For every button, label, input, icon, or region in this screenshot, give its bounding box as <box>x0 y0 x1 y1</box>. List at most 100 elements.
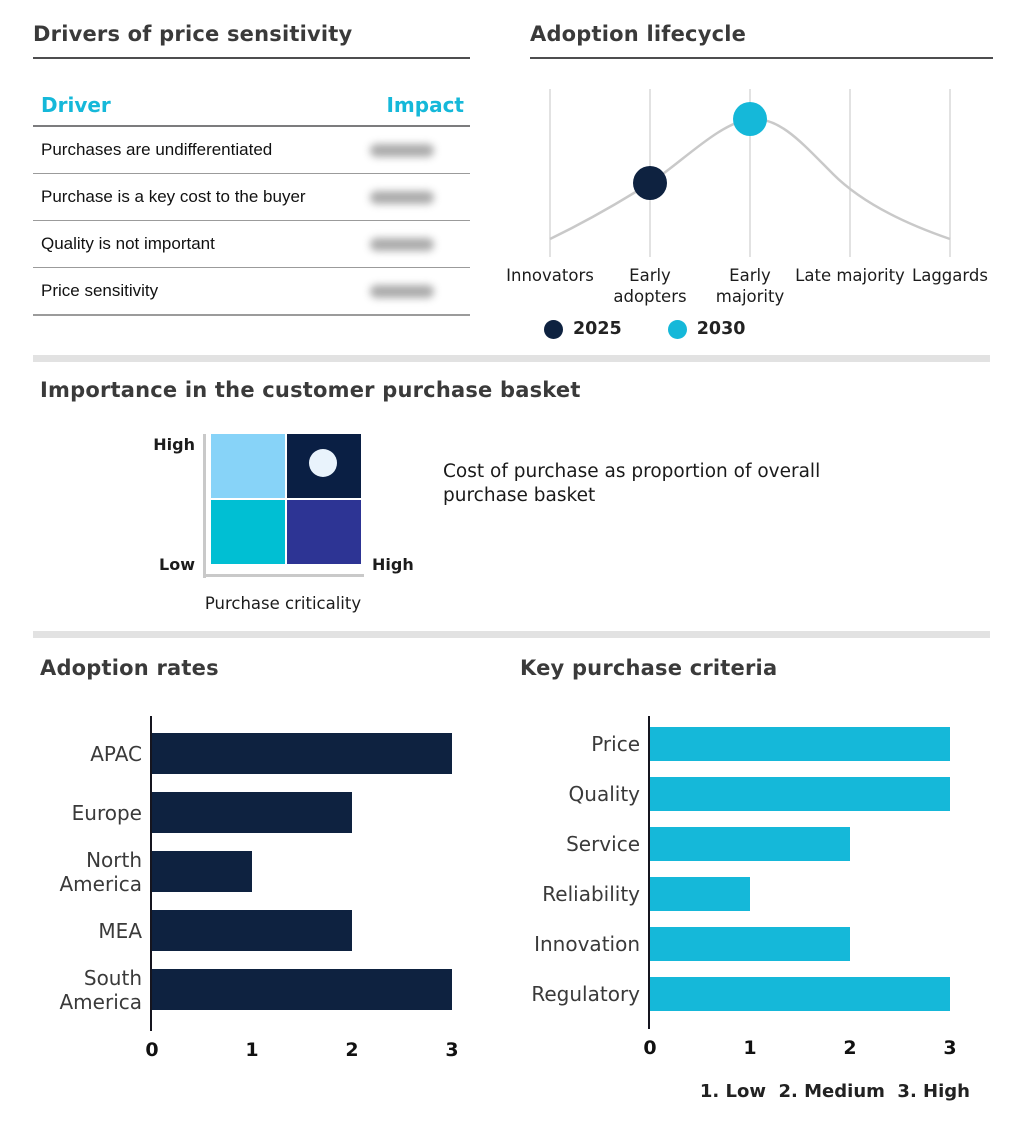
impact-value-redacted <box>370 284 434 298</box>
column-header-impact: Impact <box>386 93 464 117</box>
category-label: Service <box>566 832 640 856</box>
legend-item: 2030 <box>667 319 746 339</box>
bar-price <box>650 727 950 761</box>
category-label: APAC <box>90 741 142 766</box>
purchase-criteria-panel: Key purchase criteria Price Quality Servic… <box>520 656 972 1102</box>
table-row: Quality is not important <box>33 221 470 268</box>
driver-cell: Price sensitivity <box>41 281 159 300</box>
impact-value-redacted <box>370 190 434 204</box>
category-label: South America <box>59 965 143 1014</box>
x-axis-ticks: 0 1 2 3 <box>145 1031 480 1065</box>
lifecycle-title: Adoption lifecycle <box>530 22 747 46</box>
x-axis-high-label: High <box>372 555 414 574</box>
bar-innovation <box>650 927 850 961</box>
bars-area <box>648 716 972 1029</box>
tick-label: 2 <box>345 1039 359 1061</box>
purchase-criteria-title: Key purchase criteria <box>520 656 778 680</box>
matrix-x-axis-title: Purchase criticality <box>204 594 362 613</box>
table-row: Price sensitivity <box>33 268 470 316</box>
adoption-rates-panel: Adoption rates APAC Europe North America ME… <box>40 656 480 1065</box>
impact-value-redacted <box>370 143 434 157</box>
bar-row <box>650 919 972 969</box>
bar-service <box>650 827 850 861</box>
legend-dot-icon <box>667 319 687 339</box>
quadrant-bottom-left <box>211 500 285 564</box>
title-rule <box>530 57 993 59</box>
bar-row <box>650 719 972 769</box>
bar-north-america <box>152 851 252 892</box>
lifecycle-legend: 2025 2030 <box>544 319 993 339</box>
drivers-title: Drivers of price sensitivity <box>33 22 353 46</box>
category-label: Europe <box>71 800 142 825</box>
lifecycle-panel: Adoption lifecycle Innovators Early adopt… <box>506 22 993 339</box>
lifecycle-chart: Innovators Early adopters Early majority La… <box>506 87 993 306</box>
quadrant-top-left <box>211 434 285 498</box>
matrix-marker-dot <box>309 449 337 477</box>
driver-cell: Purchases are undifferentiated <box>41 140 273 159</box>
x-axis-ticks: 0 1 2 3 <box>643 1029 972 1063</box>
legend-label: 2025 <box>573 319 622 339</box>
y-axis-high-label: High <box>153 435 195 454</box>
matrix-y-axis <box>203 434 206 578</box>
bar-row <box>152 724 480 783</box>
bar-row <box>152 960 480 1019</box>
scale-note: 1. Low 2. Medium 3. High <box>699 1081 970 1102</box>
bar-apac <box>152 733 452 774</box>
stage-labels: Innovators Early adopters Early majority La… <box>506 265 993 311</box>
bar-mea <box>152 910 352 951</box>
category-label: MEA <box>98 918 142 943</box>
bar-row <box>152 901 480 960</box>
basket-annotation: Cost of purchase as proportion of overal… <box>443 461 821 506</box>
stage-label: Laggards <box>912 266 988 285</box>
category-label: Regulatory <box>531 982 640 1006</box>
tick-label: 0 <box>145 1039 159 1061</box>
legend-label: 2030 <box>696 319 746 339</box>
adoption-rates-chart: APAC Europe North America MEA South America <box>40 716 480 1031</box>
quadrant-bottom-right <box>287 500 361 564</box>
bar-row <box>650 869 972 919</box>
matrix-x-axis <box>203 574 364 577</box>
tick-label: 2 <box>843 1037 857 1059</box>
bar-row <box>152 842 480 901</box>
bar-europe <box>152 792 352 833</box>
impact-value-redacted <box>370 237 434 251</box>
bar-south-america <box>152 969 452 1010</box>
bars-area <box>150 716 480 1031</box>
tick-label: 0 <box>643 1037 657 1059</box>
tick-label: 1 <box>245 1039 259 1061</box>
category-label: Price <box>591 732 640 756</box>
marker-2030 <box>733 102 767 136</box>
bar-row <box>650 819 972 869</box>
purchase-criteria-chart: Price Quality Service Reliability Innovation… <box>520 716 972 1029</box>
y-axis-low-label: Low <box>159 555 195 574</box>
year-markers <box>633 102 767 200</box>
table-header: Driver Impact <box>33 75 470 127</box>
basket-title: Importance in the customer purchase bask… <box>40 378 581 402</box>
adoption-rates-title: Adoption rates <box>40 656 219 680</box>
driver-cell: Purchase is a key cost to the buyer <box>41 187 306 206</box>
bar-regulatory <box>650 977 950 1011</box>
two-by-two-matrix <box>211 434 361 564</box>
stage-label: Early adopters <box>613 266 687 306</box>
drivers-table-body: Purchases are undifferentiated Purchase i… <box>33 127 470 316</box>
stage-label: Early majority <box>715 266 785 306</box>
driver-cell: Quality is not important <box>41 234 215 253</box>
category-label: Reliability <box>542 882 640 906</box>
legend-item: 2025 <box>544 319 622 339</box>
title-rule <box>33 57 470 59</box>
category-label: North America <box>59 847 143 896</box>
section-divider <box>33 631 990 638</box>
stage-label: Innovators <box>506 266 594 285</box>
table-row: Purchases are undifferentiated <box>33 127 470 174</box>
tick-label: 3 <box>445 1039 459 1061</box>
marker-2025 <box>633 166 667 200</box>
lifecycle-curve-plot <box>549 89 951 257</box>
section-divider <box>33 355 990 362</box>
bar-row <box>152 783 480 842</box>
stage-label: Late majority <box>795 266 905 285</box>
category-label: Innovation <box>534 932 640 956</box>
category-labels: APAC Europe North America MEA South America <box>40 716 150 1031</box>
bar-row <box>650 769 972 819</box>
drivers-panel: Drivers of price sensitivity Driver Impa… <box>33 22 470 316</box>
